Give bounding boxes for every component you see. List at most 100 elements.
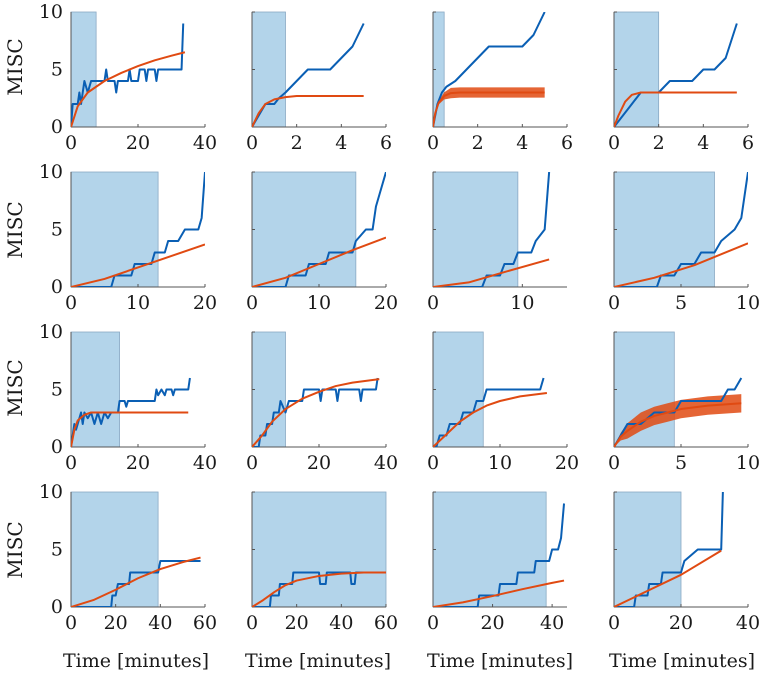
y-tick-label: 5 xyxy=(51,219,63,241)
panel-1-0: 0 5 10 0 10 20 xyxy=(39,161,217,314)
x-tick-label: 4 xyxy=(335,132,347,154)
model-series-line xyxy=(614,242,748,287)
x-tick-label: 0 xyxy=(65,132,77,154)
x-tick-label: 10 xyxy=(510,292,534,314)
panel-2-3: 0 5 10 xyxy=(608,331,760,474)
x-axis-label: Time [minutes] xyxy=(245,650,391,672)
x-tick-label: 40 xyxy=(374,452,398,474)
shaded-region xyxy=(432,331,484,448)
x-tick-label: 20 xyxy=(285,612,309,634)
y-axis-label: MISC xyxy=(3,359,27,416)
x-tick-label: 60 xyxy=(193,612,217,634)
x-tick-label: 0 xyxy=(427,292,439,314)
panel-3-1: 0 20 40 60 xyxy=(246,491,398,634)
panel-1-2: 0 10 xyxy=(427,171,567,314)
panel-2-1: 0 20 40 xyxy=(246,331,398,474)
x-tick-label: 5 xyxy=(675,292,687,314)
x-axis-label: Time [minutes] xyxy=(427,650,573,672)
x-tick-label: 6 xyxy=(742,132,754,154)
panel-0-2: 0 2 4 6 xyxy=(427,11,573,154)
y-tick-label: 10 xyxy=(39,1,63,23)
x-tick-label: 20 xyxy=(555,452,579,474)
x-tick-label: 2 xyxy=(653,132,665,154)
shaded-region xyxy=(251,491,387,608)
panel-0-3: 0 2 4 6 xyxy=(608,11,754,154)
x-tick-label: 10 xyxy=(736,292,760,314)
panel-0-1: 0 2 4 6 xyxy=(246,11,392,154)
x-tick-label: 10 xyxy=(307,292,331,314)
x-tick-label: 40 xyxy=(193,132,217,154)
x-tick-label: 0 xyxy=(608,132,620,154)
panel-1-3: 0 5 10 xyxy=(608,171,760,314)
series-group xyxy=(433,503,566,607)
measured-series-line xyxy=(252,377,379,447)
y-axis-label-row-2: MISC xyxy=(3,359,27,416)
series-group xyxy=(71,377,191,447)
shaded-region xyxy=(613,491,682,608)
series-group xyxy=(252,377,380,447)
y-axis-label-row-3: MISC xyxy=(3,521,27,578)
x-tick-label: 0 xyxy=(427,452,439,474)
x-tick-label: 20 xyxy=(104,612,128,634)
series-group xyxy=(71,556,201,607)
shaded-region xyxy=(613,171,715,288)
shaded-region xyxy=(251,11,286,128)
x-tick-label: 20 xyxy=(374,292,398,314)
series-group xyxy=(433,172,551,287)
x-tick-label: 20 xyxy=(193,292,217,314)
x-tick-label: 0 xyxy=(65,612,77,634)
x-axis-label: Time [minutes] xyxy=(63,650,209,672)
series-group xyxy=(252,172,386,287)
shaded-region xyxy=(70,11,97,128)
shaded-region xyxy=(70,491,159,608)
measured-series-line xyxy=(433,172,551,287)
x-tick-label: 60 xyxy=(374,612,398,634)
shaded-region xyxy=(70,171,159,288)
x-tick-label: 0 xyxy=(427,132,439,154)
x-tick-label: 40 xyxy=(736,612,760,634)
series-group xyxy=(614,377,743,447)
panel-0-0: 0 5 10 0 20 40 xyxy=(39,1,217,154)
model-series-line xyxy=(614,91,737,127)
measured-series-line xyxy=(614,23,738,127)
x-tick-label: 0 xyxy=(246,612,258,634)
x-tick-label: 0 xyxy=(246,452,258,474)
y-axis-label-row-0: MISC xyxy=(3,38,27,95)
y-tick-label: 5 xyxy=(51,379,63,401)
x-tick-label: 40 xyxy=(193,452,217,474)
panel-1-1: 0 10 20 xyxy=(246,171,398,314)
x-tick-label: 10 xyxy=(126,292,150,314)
shaded-region xyxy=(251,171,357,288)
series-group xyxy=(252,571,386,607)
y-axis-label-row-1: MISC xyxy=(3,201,27,258)
model-series-line xyxy=(433,391,548,447)
panel-3-0: 0 5 10 0 20 40 60 xyxy=(39,481,217,634)
x-tick-label: 0 xyxy=(246,292,258,314)
x-tick-label: 20 xyxy=(126,132,150,154)
series-group xyxy=(614,492,724,607)
x-tick-label: 6 xyxy=(380,132,392,154)
model-series-line xyxy=(614,549,722,607)
measured-series-line xyxy=(252,571,369,607)
x-tick-label: 0 xyxy=(608,292,620,314)
x-tick-label: 40 xyxy=(329,612,353,634)
x-tick-label: 5 xyxy=(675,452,687,474)
y-axis-label: MISC xyxy=(3,38,27,95)
series-group xyxy=(71,172,205,287)
model-series-line xyxy=(71,411,189,447)
series-group xyxy=(614,23,738,127)
series-group xyxy=(433,377,548,447)
model-series-line xyxy=(614,402,742,447)
measured-series-line xyxy=(614,377,743,447)
measured-series-line xyxy=(71,23,185,127)
x-tick-label: 20 xyxy=(669,612,693,634)
series-group xyxy=(433,12,546,127)
model-series-line xyxy=(252,378,380,447)
measured-series-line xyxy=(614,172,748,287)
y-tick-label: 5 xyxy=(51,539,63,561)
y-tick-label: 0 xyxy=(51,276,63,298)
panel-3-2: 0 20 40 xyxy=(427,491,567,634)
x-tick-label: 0 xyxy=(65,292,77,314)
